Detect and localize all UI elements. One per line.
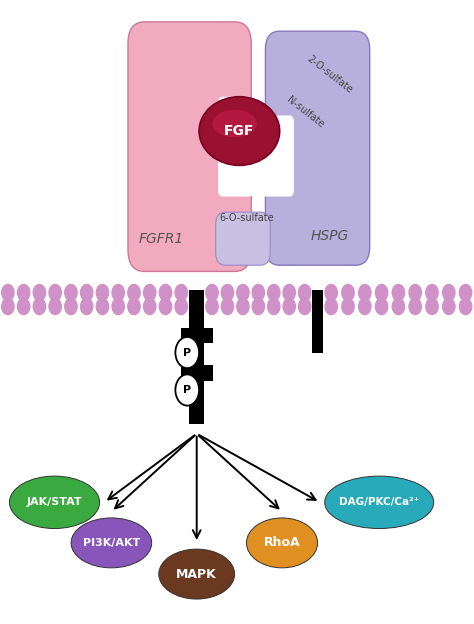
Circle shape [459, 298, 472, 314]
Circle shape [283, 285, 295, 301]
Circle shape [128, 285, 140, 301]
Circle shape [325, 285, 337, 301]
FancyBboxPatch shape [128, 22, 251, 271]
Bar [312, 290, 323, 353]
Circle shape [144, 285, 156, 301]
Ellipse shape [71, 518, 152, 568]
Ellipse shape [159, 549, 235, 599]
Circle shape [128, 298, 140, 314]
Circle shape [81, 285, 93, 301]
Circle shape [112, 285, 124, 301]
Text: FGFR1: FGFR1 [138, 233, 184, 246]
Circle shape [81, 298, 93, 314]
Circle shape [159, 298, 172, 314]
FancyBboxPatch shape [216, 212, 270, 265]
Circle shape [342, 298, 354, 314]
Circle shape [375, 285, 388, 301]
Circle shape [33, 298, 46, 314]
Circle shape [159, 285, 172, 301]
Circle shape [206, 298, 218, 314]
Text: 6-O-sulfate: 6-O-sulfate [219, 213, 274, 223]
Bar [181, 365, 213, 381]
Circle shape [18, 285, 30, 301]
Circle shape [375, 298, 388, 314]
Circle shape [409, 285, 421, 301]
Circle shape [65, 285, 77, 301]
Circle shape [299, 285, 311, 301]
Bar [181, 328, 213, 343]
Circle shape [175, 337, 199, 368]
Circle shape [175, 298, 187, 314]
Circle shape [252, 298, 264, 314]
Circle shape [325, 298, 337, 314]
Text: P: P [183, 385, 191, 395]
Circle shape [443, 285, 455, 301]
Circle shape [2, 285, 14, 301]
Circle shape [49, 298, 61, 314]
Circle shape [459, 285, 472, 301]
Ellipse shape [9, 476, 100, 529]
Circle shape [359, 298, 371, 314]
Text: P: P [183, 348, 191, 358]
Circle shape [252, 285, 264, 301]
Text: N-sulfate: N-sulfate [285, 95, 326, 130]
Circle shape [221, 298, 234, 314]
Circle shape [283, 298, 295, 314]
Circle shape [342, 285, 354, 301]
Text: DAG/PKC/Ca²⁺: DAG/PKC/Ca²⁺ [339, 497, 419, 507]
Circle shape [175, 374, 199, 406]
Circle shape [268, 298, 280, 314]
Circle shape [33, 285, 46, 301]
Text: FGF: FGF [224, 124, 255, 138]
Text: MAPK: MAPK [176, 568, 217, 580]
Circle shape [392, 285, 404, 301]
Circle shape [426, 285, 438, 301]
Ellipse shape [212, 110, 257, 137]
Text: PI3K/AKT: PI3K/AKT [83, 538, 140, 548]
Circle shape [237, 298, 249, 314]
Circle shape [221, 285, 234, 301]
Circle shape [443, 298, 455, 314]
Circle shape [237, 285, 249, 301]
Circle shape [392, 298, 404, 314]
FancyBboxPatch shape [265, 31, 370, 265]
Circle shape [175, 285, 187, 301]
Circle shape [18, 298, 30, 314]
FancyBboxPatch shape [258, 115, 294, 197]
Circle shape [2, 298, 14, 314]
Circle shape [112, 298, 124, 314]
Circle shape [409, 298, 421, 314]
Text: 2-O-sulfate: 2-O-sulfate [305, 54, 354, 95]
Circle shape [299, 298, 311, 314]
Ellipse shape [199, 97, 280, 165]
Circle shape [65, 298, 77, 314]
Text: HSPG: HSPG [311, 230, 349, 243]
Circle shape [206, 285, 218, 301]
Circle shape [268, 285, 280, 301]
Bar [189, 290, 204, 424]
Circle shape [49, 285, 61, 301]
Ellipse shape [246, 518, 318, 568]
Circle shape [96, 298, 109, 314]
Text: RhoA: RhoA [264, 537, 301, 549]
Circle shape [96, 285, 109, 301]
Text: JAK/STAT: JAK/STAT [27, 497, 82, 507]
Ellipse shape [325, 476, 434, 529]
Circle shape [426, 298, 438, 314]
FancyBboxPatch shape [218, 97, 254, 197]
Circle shape [144, 298, 156, 314]
Circle shape [359, 285, 371, 301]
